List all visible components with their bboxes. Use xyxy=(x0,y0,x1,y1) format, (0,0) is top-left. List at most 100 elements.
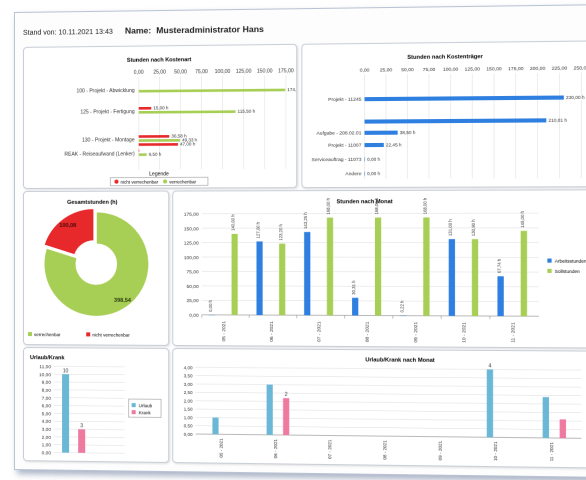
x-tick-label: 50,00 xyxy=(174,69,187,75)
y-tick-label: 5,00 xyxy=(42,411,52,417)
data-label: 47,00 h xyxy=(180,142,196,147)
legend-label: nicht verrechenbar xyxy=(121,179,159,184)
data-label: 143,25 h xyxy=(303,212,308,229)
bar-Krank xyxy=(283,398,289,435)
category-label: 125 - Projekt - Fertigung xyxy=(80,109,135,115)
y-tick-label: 2,50 xyxy=(184,390,193,395)
category-label: Projekt - 11007 xyxy=(328,143,362,149)
y-tick-label: 0,00 xyxy=(189,313,199,319)
legend-label: Krank xyxy=(139,410,152,415)
y-tick-label: 4,00 xyxy=(184,365,193,370)
x-tick-label: 09 - 2021 xyxy=(437,440,442,460)
data-label: 130,90 h xyxy=(471,219,476,236)
data-label: 131,00 h xyxy=(448,219,453,236)
data-label: 123,20 h xyxy=(278,223,283,240)
legend-label: nicht verrechenbar xyxy=(92,332,130,337)
legend-marker xyxy=(163,179,167,183)
bar xyxy=(365,172,366,176)
data-label: 3 xyxy=(80,423,83,429)
panel-gesamt: Gesamtstunden (h) 398,54 100,08 verrechenba… xyxy=(23,191,169,346)
bar-Sollstunden xyxy=(232,234,238,315)
legend-marker xyxy=(132,403,136,407)
chart-title: Stunden nach Kostenträger xyxy=(407,54,483,61)
legend-marker xyxy=(28,332,32,336)
bar-Sollstunden xyxy=(375,218,381,316)
category-label: Andere xyxy=(345,171,361,177)
y-tick-label: 50,00 xyxy=(187,284,200,290)
grid-line xyxy=(196,376,582,379)
bar-Arbeitsstunden xyxy=(256,241,262,315)
bar-Urlaub xyxy=(62,374,69,452)
legend-label: Sollstunden xyxy=(555,269,580,274)
x-tick-label: 125,00 xyxy=(465,66,481,72)
y-tick-label: 2,00 xyxy=(184,399,193,404)
bar xyxy=(365,143,384,147)
bar xyxy=(365,95,564,101)
data-label: 38,50 h xyxy=(400,130,416,135)
chart-urlaub-monat: Urlaub/Krank nach Monat4,003,503,002,502… xyxy=(173,349,586,467)
slice-label: 100,08 xyxy=(59,223,76,229)
data-label: 22,45 h xyxy=(386,142,402,147)
x-tick-label: 05 - 2021 xyxy=(219,438,224,458)
report-sheet: Stand von: 10.11.2021 13:43 Name: Muster… xyxy=(14,4,586,477)
legend-label: Urlaub xyxy=(139,403,153,408)
category-label: 100 - Projekt - Abwicklung xyxy=(76,88,134,95)
y-tick-label: 10,00 xyxy=(39,372,51,378)
y-tick-label: 125,00 xyxy=(184,241,199,247)
y-tick-label: 1,00 xyxy=(42,443,52,449)
data-label: 0,00 h xyxy=(208,299,213,311)
legend-marker xyxy=(132,410,136,414)
y-tick-label: 3,50 xyxy=(184,374,193,379)
x-tick-label: 11 - 2021 xyxy=(549,442,554,462)
bar-Urlaub xyxy=(487,369,493,437)
x-tick-label: 07 - 2021 xyxy=(327,439,332,459)
x-tick-label: 50,00 xyxy=(401,67,414,73)
data-label: 145,00 h xyxy=(520,210,525,227)
chart-title: Gesamtstunden (h) xyxy=(67,200,118,206)
bar-verrechenbar xyxy=(139,139,180,142)
bar-Arbeitsstunden xyxy=(352,298,358,316)
legend-marker xyxy=(86,332,90,336)
bar-verrechenbar xyxy=(139,89,286,93)
data-label: 0,22 h xyxy=(399,300,404,313)
chart-kostenart: Stunden nach Kostenart 0,00 25,00 50,00 75,0… xyxy=(24,45,296,188)
y-tick-label: 25,00 xyxy=(187,298,200,304)
data-label: 0,00 h xyxy=(367,157,381,162)
x-axis xyxy=(196,434,582,438)
y-tick-label: 9,00 xyxy=(42,380,52,386)
data-label: 140,00 h xyxy=(231,214,236,231)
legend-marker xyxy=(547,269,551,273)
grid-line xyxy=(54,366,125,367)
data-label: 115,50 h xyxy=(238,109,256,114)
chart-monat: Stunden nach Monat 175,00 150,00 125,00 100,… xyxy=(173,190,586,347)
y-tick-label: 4,00 xyxy=(42,419,52,425)
bar xyxy=(365,131,398,135)
x-tick-label: 75,00 xyxy=(423,67,436,73)
y-tick-label: 7,00 xyxy=(42,396,52,402)
bar-extra xyxy=(139,143,178,146)
x-tick-label: 200,00 xyxy=(530,66,546,72)
x-tick-label: 10 - 2021 xyxy=(461,322,467,343)
panel-urlaub: Urlaub/Krank 11,00 10,00 9,00 8,00 7,00 6,00 5,… xyxy=(23,347,169,463)
chart-title: Stunden nach Monat xyxy=(337,199,393,205)
panel-kostentraeger: Stunden nach Kostenträger 0,00 25,00 50,00 7… xyxy=(301,40,586,188)
bar-Arbeitsstunden xyxy=(449,239,455,316)
legend-title: Legende xyxy=(149,171,169,177)
x-tick-label: 08 - 2021 xyxy=(382,440,387,460)
x-tick-label: 75,00 xyxy=(195,69,208,75)
y-tick-label: 150,00 xyxy=(184,226,199,232)
x-tick-label: 150,00 xyxy=(257,68,273,74)
x-tick-label: 10 - 2021 xyxy=(493,441,498,461)
grid-line xyxy=(196,384,582,387)
x-tick-label: 09 - 2021 xyxy=(413,322,419,343)
data-label: 168,00 h xyxy=(422,197,427,214)
x-tick-label: 06 - 2021 xyxy=(269,321,275,342)
data-label: 127,00 h xyxy=(255,221,260,238)
bar-nicht verrechenbar xyxy=(139,135,170,138)
x-tick-label: 250,00 xyxy=(574,65,586,71)
name-value: Musteradministrator Hans xyxy=(156,24,264,35)
grid-line xyxy=(202,213,539,214)
x-tick-label: 08 - 2021 xyxy=(365,321,371,342)
x-tick-label: 0,00 xyxy=(134,70,144,76)
grid-line xyxy=(196,417,582,421)
